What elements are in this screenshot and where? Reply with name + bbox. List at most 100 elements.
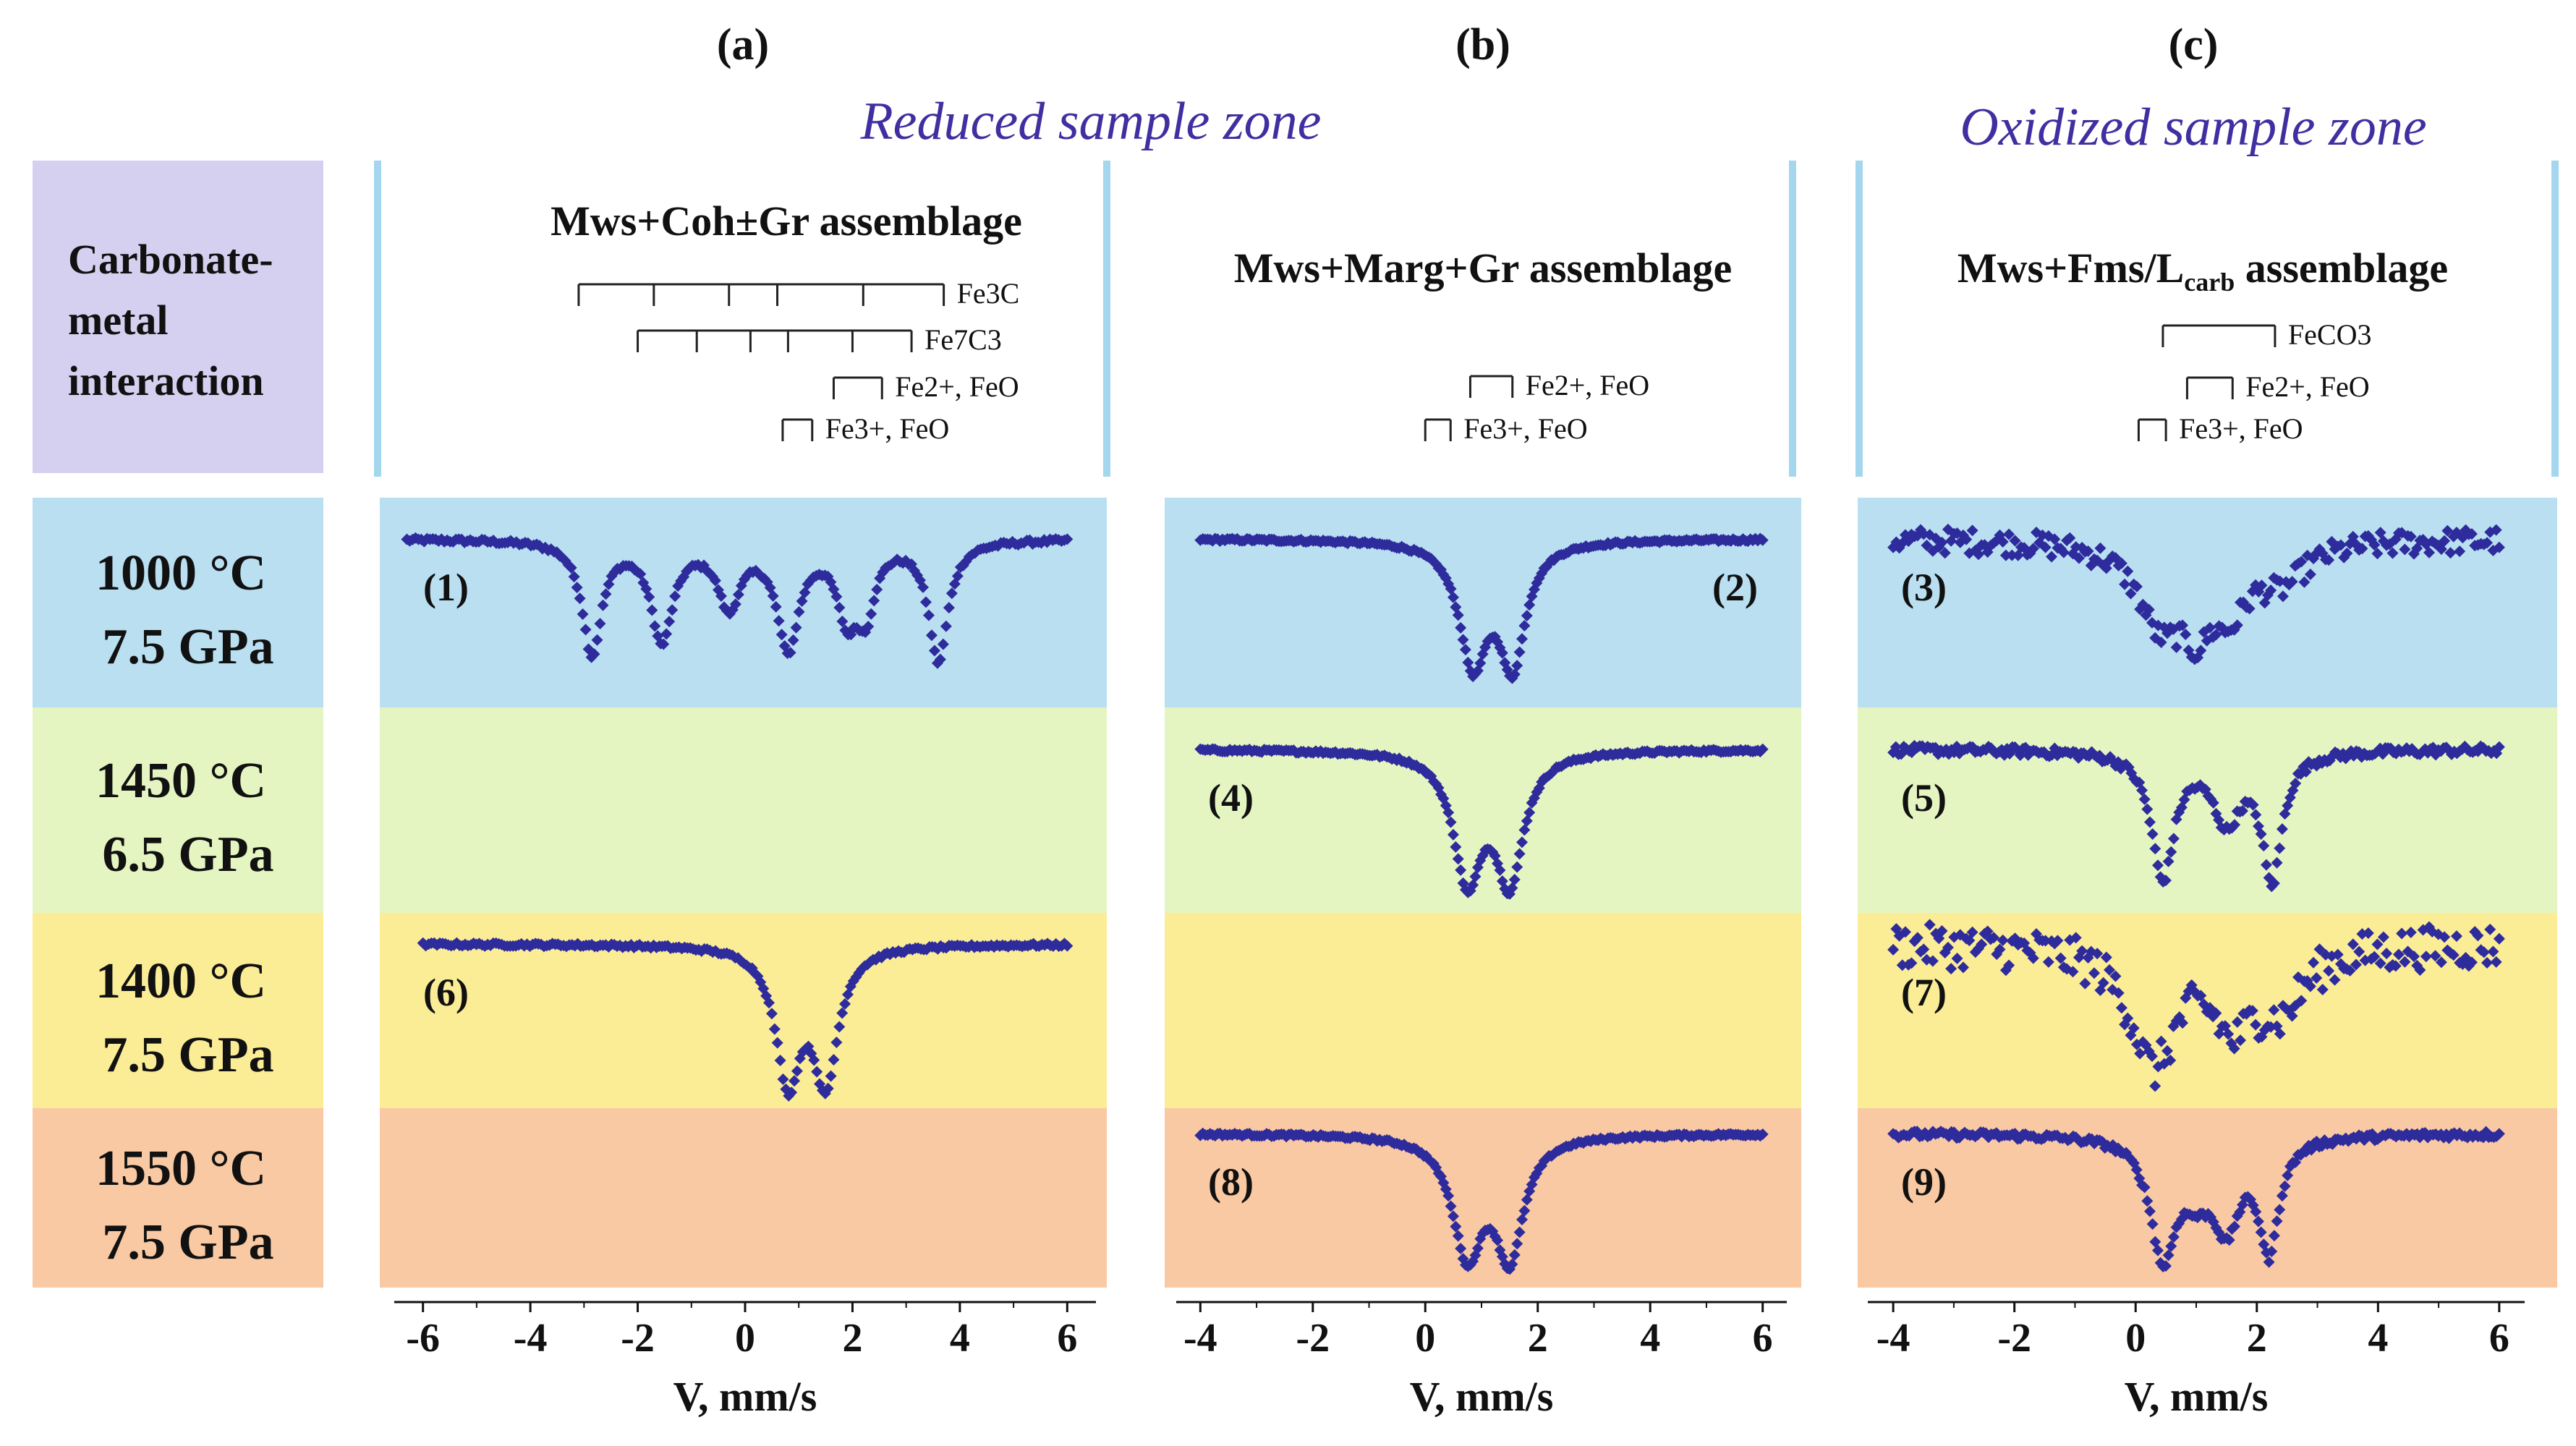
spectrum-point [943, 602, 955, 614]
spectrum-point [2274, 1028, 2286, 1040]
spectrum-1 [401, 532, 1074, 669]
spectrum-point [2180, 629, 2192, 641]
spectrum-point [2143, 1205, 2156, 1217]
spectrum-point [2151, 1244, 2164, 1256]
spectrum-point [1455, 864, 1467, 876]
spectrum-point [2235, 1034, 2247, 1047]
spectrum-point [1511, 861, 1523, 873]
spectrum-point [2222, 1028, 2235, 1040]
spectrum-point [2423, 546, 2436, 558]
stick-phase-label: Fe3+, FeO [2179, 412, 2303, 445]
spectrum-point [2271, 1215, 2283, 1228]
spectrum-point [2274, 1204, 2286, 1216]
x-tick-label: 0 [2125, 1316, 2146, 1361]
cell-bg-r3-p2 [1165, 913, 1801, 1108]
spectrum-point [2115, 557, 2127, 569]
spectrum-label: (1) [423, 566, 469, 609]
spectrum-point [917, 581, 929, 593]
spectrum-point [2493, 1128, 2505, 1140]
spectrum-point [2396, 927, 2408, 940]
cell-bg-r4-p1 [380, 1108, 1107, 1288]
spectrum-point [2161, 1045, 2174, 1057]
spectrum-point [2054, 952, 2067, 964]
spectrum-point [775, 629, 788, 641]
spectrum-point [2165, 846, 2177, 858]
spectrum-point [2304, 980, 2316, 992]
spectrum-point [2067, 966, 2079, 978]
spectrum-point [2207, 796, 2219, 809]
panel-letter: (a) [717, 20, 769, 69]
spectrum-point [830, 1037, 843, 1049]
spectrum-point [1899, 926, 1911, 938]
x-tick-label: 2 [2247, 1316, 2267, 1361]
spectrum-point [833, 601, 846, 613]
spectrum-point [2441, 524, 2454, 537]
stick-phase-label: Fe3+, FeO [1463, 412, 1587, 445]
spectrum-point [2122, 565, 2134, 577]
spectrum-point [793, 605, 805, 618]
stick-phase-label: Fe3C [957, 277, 1020, 310]
spectrum-point [2146, 828, 2159, 841]
spectrum-label: (9) [1901, 1160, 1947, 1204]
spectrum-point [2100, 951, 2112, 964]
spectrum-point [2308, 956, 2320, 969]
spectrum-point [2389, 960, 2402, 972]
spectrum-label: (6) [423, 971, 469, 1014]
spectrum-point [1966, 926, 1978, 938]
spectrum-point [1976, 938, 1988, 950]
cell-bg-r2-p2 [1165, 707, 1801, 913]
spectrum-point [2149, 1080, 2161, 1092]
spectrum-point [2311, 971, 2323, 984]
spectrum-point [2046, 550, 2058, 563]
spectrum-point [2070, 932, 2082, 944]
panel-side-bar-1-1 [1856, 161, 1863, 477]
spectrum-point [2435, 956, 2447, 969]
spectrum-point [1469, 870, 1482, 883]
spectrum-point [822, 1082, 834, 1094]
spectrum-point [2334, 539, 2347, 551]
spectrum-point [2353, 945, 2365, 958]
row-header-box [33, 161, 323, 473]
spectrum-point [871, 583, 883, 595]
spectrum-point [2279, 1180, 2291, 1192]
spectrum-point [1924, 919, 1936, 931]
spectrum-point [2167, 1230, 2180, 1243]
spectrum-point [2088, 967, 2100, 979]
spectrum-point [768, 1023, 781, 1035]
x-tick-label: 4 [950, 1316, 970, 1361]
spectrum-point [2490, 524, 2502, 536]
spectrum-point [2210, 1007, 2222, 1019]
spectrum-point [571, 582, 583, 594]
spectrum-label: (8) [1208, 1160, 1254, 1204]
spectrum-point [1467, 879, 1479, 891]
spectrum-8 [1194, 1127, 1769, 1275]
spectrum-point [1445, 816, 1457, 828]
spectrum-point [597, 599, 609, 611]
spectrum-4 [1194, 743, 1769, 900]
spectrum-point [2454, 545, 2466, 558]
spectrum-point [1508, 668, 1521, 681]
spectrum-point [1513, 848, 1526, 860]
spectrum-point [2177, 1017, 2189, 1029]
spectrum-point [2490, 956, 2502, 968]
cell-bg-r2-p3 [1858, 707, 2557, 913]
spectrum-point [763, 997, 775, 1009]
spectrum-5 [1887, 739, 2505, 893]
spectrum-point [1957, 961, 1969, 974]
spectrum-point [2231, 619, 2243, 631]
spectrum-point [574, 592, 586, 605]
spectrum-point [1942, 941, 1954, 953]
spectrum-point [951, 570, 964, 582]
x-tick-label: -2 [621, 1316, 655, 1361]
x-tick-label: 6 [1057, 1316, 1077, 1361]
x-tick-label: -6 [406, 1316, 440, 1361]
spectrum-point [2493, 932, 2505, 945]
spectrum-point [669, 590, 681, 603]
spectrum-9 [1887, 1126, 2505, 1273]
spectrum-point [2052, 935, 2064, 947]
spectrum-point [2263, 1256, 2275, 1268]
cell-bg-r2-p1 [380, 707, 1107, 913]
spectrum-point [2247, 799, 2259, 811]
spectrum-point [2155, 636, 2167, 648]
spectrum-point [2112, 987, 2125, 999]
